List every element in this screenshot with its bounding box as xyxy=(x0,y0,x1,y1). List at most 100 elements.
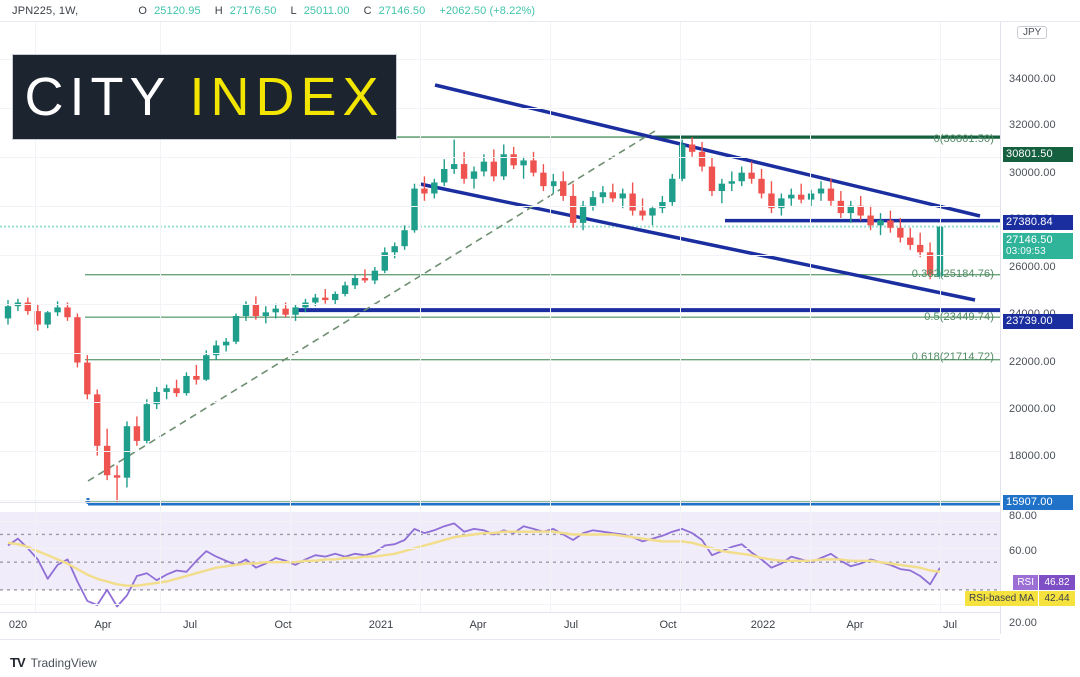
candle xyxy=(64,302,71,321)
trendline-price-badge[interactable]: 27380.84 xyxy=(1003,215,1073,230)
price-tick-label: 20000.00 xyxy=(1009,403,1056,415)
candle-body xyxy=(54,307,61,313)
ohlc-high: H 27176.50 xyxy=(214,4,277,17)
candle-body xyxy=(391,246,398,253)
candle xyxy=(877,213,884,236)
candle xyxy=(421,176,428,201)
chart-plot-area[interactable]: 0(30801.50) 0.382(25184.76) 0.5(23449.74) 0… xyxy=(0,22,1000,612)
last-price-badge[interactable]: 27146.50 03:09:53 xyxy=(1003,233,1073,259)
time-tick-label: Jul xyxy=(182,619,198,631)
candle-body xyxy=(331,293,339,301)
candle xyxy=(113,465,121,502)
candle xyxy=(718,178,726,204)
candle-body xyxy=(847,205,854,214)
price-tick-label: 22000.00 xyxy=(1009,356,1056,368)
tradingview-mark-icon: TV xyxy=(10,655,26,670)
candle xyxy=(837,191,845,218)
candle xyxy=(788,188,795,206)
support-level-badge[interactable]: 23739.00 xyxy=(1003,314,1073,329)
symbol-label[interactable]: JPN225, 1W, xyxy=(12,4,79,17)
candle xyxy=(371,266,379,285)
city-index-logo: CITY INDEX xyxy=(12,54,397,140)
candle-body xyxy=(788,194,795,199)
candle xyxy=(807,189,815,207)
candle xyxy=(897,217,904,243)
candle xyxy=(193,364,200,385)
fib-bottom-level-badge[interactable]: 15907.00 xyxy=(1003,495,1073,510)
candle xyxy=(609,183,617,203)
candle xyxy=(381,247,388,274)
candle-body xyxy=(401,230,408,247)
candle xyxy=(887,210,894,233)
time-scale[interactable]: 020 Apr Jul Oct 2021 Apr Jul Oct 2022 Apr Jul xyxy=(0,612,1000,640)
candle xyxy=(797,183,805,204)
fib-0-level-value: 30801.50 xyxy=(1006,148,1053,160)
rsi-indicator-name-purple[interactable]: RSI xyxy=(1013,575,1038,590)
candle xyxy=(391,242,398,259)
candle xyxy=(252,296,260,320)
candle xyxy=(708,156,716,196)
price-tick-label: 60.00 xyxy=(1009,545,1038,557)
vertical-gridline xyxy=(940,22,941,612)
candle xyxy=(728,171,735,192)
fib-0-level-badge[interactable]: 30801.50 xyxy=(1003,147,1073,162)
candle xyxy=(183,372,190,396)
candle xyxy=(639,198,646,221)
rsi-overbought-oversold-band xyxy=(0,512,1000,590)
price-tick-label: 32000.00 xyxy=(1009,119,1056,131)
candle xyxy=(103,428,111,481)
currency-badge[interactable]: JPY xyxy=(1017,26,1048,39)
time-tick-label: Jul xyxy=(563,619,579,631)
horizontal-gridline xyxy=(0,254,1000,256)
candle-body xyxy=(817,188,825,194)
candle xyxy=(510,146,517,169)
logo-word-city: CITY xyxy=(24,67,172,127)
chart-header: JPN225, 1W, O 25120.95 H 27176.50 L 25011.00 C… xyxy=(0,0,1080,22)
candle-body xyxy=(173,388,180,394)
candle-body xyxy=(758,178,765,194)
candle-body xyxy=(222,341,230,346)
candle-body xyxy=(589,197,597,206)
rsi-indicator-value-purple: 46.82 xyxy=(1039,575,1075,590)
candle xyxy=(748,161,755,184)
candle xyxy=(778,193,785,216)
candle xyxy=(431,178,438,199)
ohlc-legend: O 25120.95 H 27176.50 L 25011.00 C 27146.50 +206… xyxy=(138,5,542,17)
candle-body xyxy=(748,172,755,179)
candle xyxy=(560,171,567,201)
candle-body xyxy=(143,404,151,441)
candle-body xyxy=(877,220,884,226)
price-scale[interactable]: 34000.0032000.0030000.0028000.0026000.00… xyxy=(964,22,1080,634)
candle-body xyxy=(827,188,835,201)
vertical-gridline xyxy=(290,22,291,612)
candle-body xyxy=(857,205,864,216)
candle-body xyxy=(778,198,785,209)
candle-body xyxy=(203,355,210,380)
rsi-indicator-name-yellow[interactable]: RSI-based MA xyxy=(964,591,1038,606)
time-tick-label: Apr xyxy=(94,619,112,631)
price-tick-label: 30000.00 xyxy=(1009,167,1056,179)
candle xyxy=(480,154,488,177)
candle-body xyxy=(460,164,468,179)
candle xyxy=(520,156,527,179)
trendline-dashed-ascending xyxy=(87,130,656,482)
price-tick-label: 26000.00 xyxy=(1009,261,1056,273)
candle xyxy=(272,303,279,319)
candle-body xyxy=(450,164,458,169)
fibonacci-level-label: 0(30801.50) xyxy=(933,133,994,145)
logo-word-index: INDEX xyxy=(189,67,385,127)
candle-body xyxy=(421,188,428,194)
candle-body xyxy=(500,154,507,177)
ohlc-close: C 27146.50 xyxy=(363,4,426,17)
candle xyxy=(659,195,666,214)
candle-body xyxy=(579,205,587,223)
candle xyxy=(907,227,914,250)
candle-body xyxy=(619,193,626,199)
candle-body xyxy=(113,475,121,478)
candle-body xyxy=(123,426,131,478)
candle-body xyxy=(837,200,845,214)
tradingview-brand-label[interactable]: TradingView xyxy=(30,655,97,670)
candle xyxy=(222,338,230,352)
candle-body xyxy=(609,192,617,199)
candle xyxy=(411,183,418,233)
